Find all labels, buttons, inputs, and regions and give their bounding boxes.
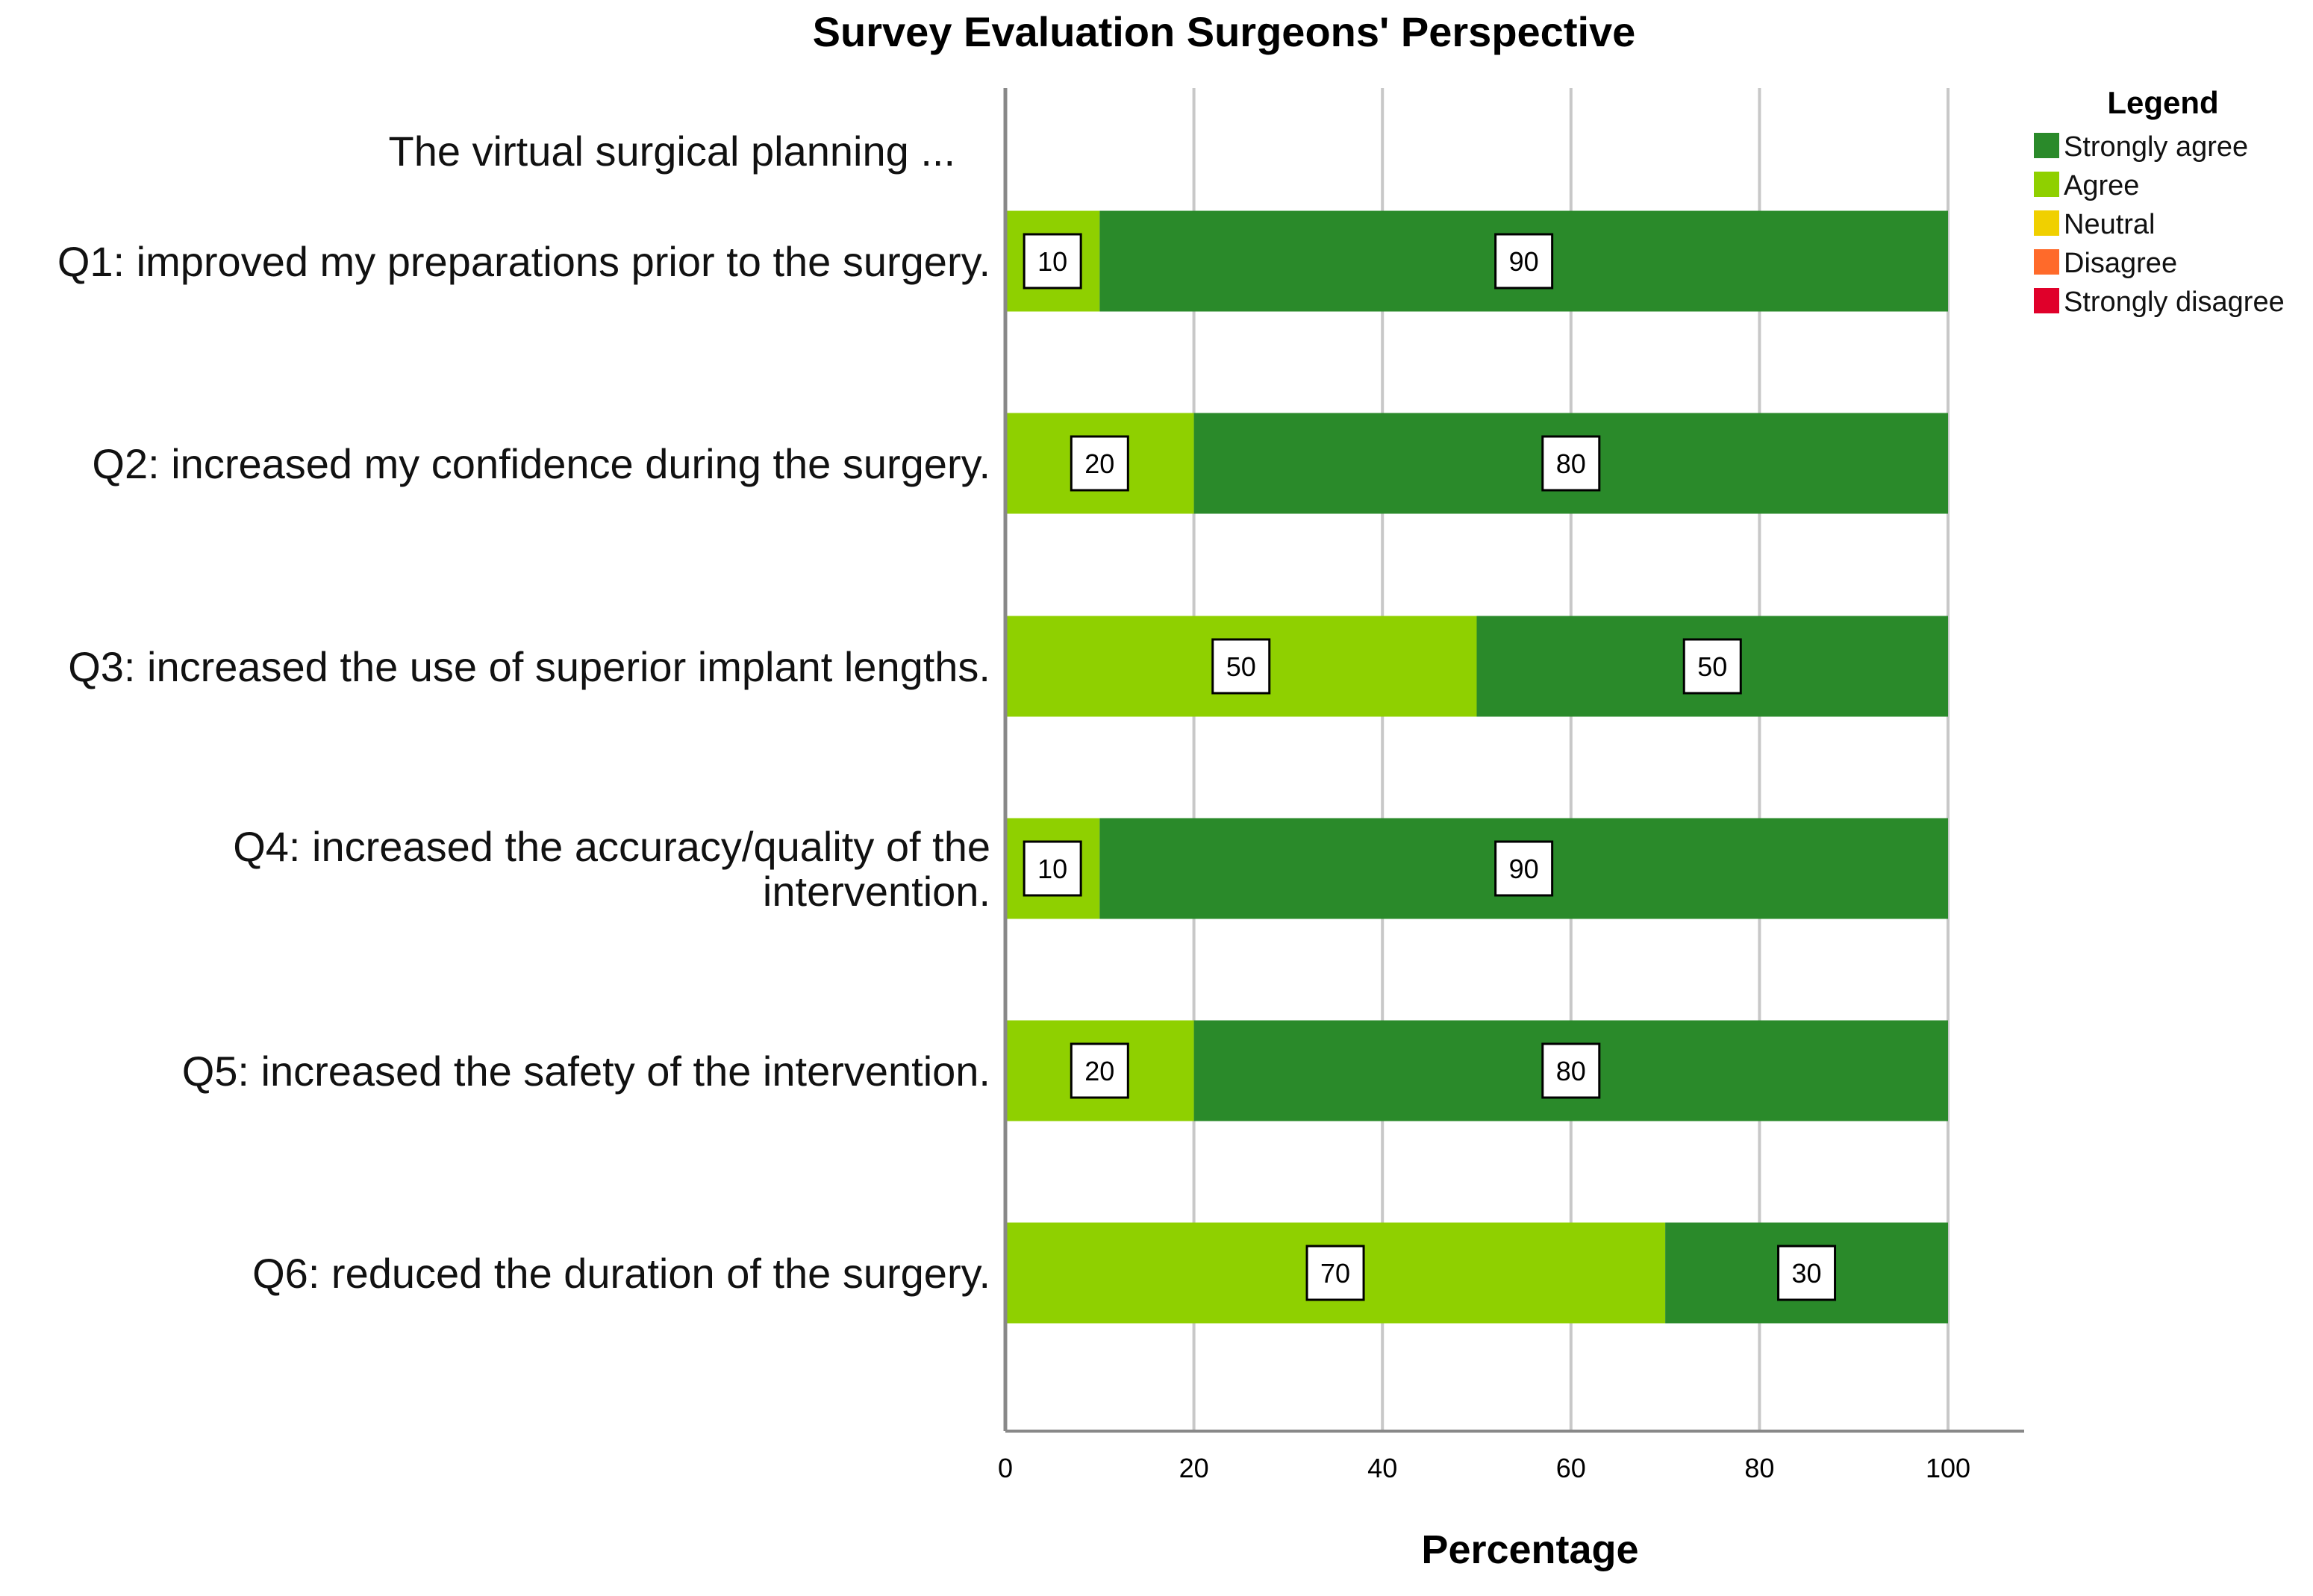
legend-label: Agree bbox=[2064, 170, 2139, 201]
data-label: 80 bbox=[1556, 448, 1586, 479]
category-label: Q1: improved my preparations prior to th… bbox=[57, 238, 990, 285]
x-tick-label: 40 bbox=[1367, 1453, 1397, 1483]
legend-swatch bbox=[2034, 210, 2059, 236]
data-label-box bbox=[1305, 1245, 1365, 1301]
legend-title: Legend bbox=[2107, 85, 2218, 120]
data-label: 50 bbox=[1697, 651, 1727, 682]
axes bbox=[1003, 88, 2024, 1433]
legend-label: Disagree bbox=[2064, 248, 2177, 279]
data-label: 70 bbox=[1320, 1258, 1350, 1289]
x-axis-title: Percentage bbox=[1421, 1527, 1638, 1572]
category-label: intervention. bbox=[763, 868, 990, 915]
data-label-box bbox=[1211, 638, 1271, 695]
bars: 10 90 20 80 50 50 10 90 20 80 70 30 bbox=[1005, 210, 1948, 1324]
x-tick-label: 0 bbox=[998, 1453, 1013, 1483]
category-label: Q5: increased the safety of the interven… bbox=[182, 1048, 990, 1095]
data-label-box bbox=[1494, 233, 1554, 290]
data-label-box bbox=[1023, 840, 1082, 897]
category-label: Q6: reduced the duration of the surgery. bbox=[252, 1250, 990, 1297]
legend-label: Neutral bbox=[2064, 209, 2156, 240]
data-label: 80 bbox=[1556, 1056, 1586, 1086]
legend-swatch bbox=[2034, 133, 2059, 158]
legend-swatch bbox=[2034, 249, 2059, 275]
data-label-box bbox=[1070, 1042, 1129, 1099]
data-label-box bbox=[1777, 1245, 1837, 1301]
category-label: Q2: increased my confidence during the s… bbox=[92, 440, 990, 487]
legend-label: Strongly agree bbox=[2064, 131, 2248, 163]
category-labels: Q1: improved my preparations prior to th… bbox=[57, 238, 990, 1297]
data-label: 50 bbox=[1226, 651, 1256, 682]
data-label-box bbox=[1682, 638, 1742, 695]
x-tick-label: 80 bbox=[1744, 1453, 1774, 1483]
legend-label: Strongly disagree bbox=[2064, 287, 2285, 318]
data-label-box bbox=[1541, 1042, 1601, 1099]
category-label: Q4: increased the accuracy/quality of th… bbox=[233, 823, 990, 870]
legend: Legend Strongly agree Agree Neutral Disagre… bbox=[2034, 85, 2285, 318]
x-tick-label: 100 bbox=[1926, 1453, 1970, 1483]
legend-swatch bbox=[2034, 172, 2059, 197]
data-label: 10 bbox=[1037, 246, 1067, 277]
x-tick-labels: 0 20 40 60 80 100 bbox=[998, 1453, 1970, 1483]
data-label: 30 bbox=[1792, 1258, 1822, 1289]
category-label: Q3: increased the use of superior implan… bbox=[68, 643, 990, 690]
data-label: 10 bbox=[1037, 854, 1067, 884]
data-label: 90 bbox=[1509, 246, 1539, 277]
data-label-box bbox=[1070, 435, 1129, 492]
chart-title: Survey Evaluation Surgeons' Perspective bbox=[813, 8, 1636, 55]
data-label-box bbox=[1494, 840, 1554, 897]
data-label: 20 bbox=[1084, 1056, 1114, 1086]
x-tick-label: 60 bbox=[1556, 1453, 1586, 1483]
data-label-box bbox=[1023, 233, 1082, 290]
x-tick-label: 20 bbox=[1179, 1453, 1209, 1483]
data-label-box bbox=[1541, 435, 1601, 492]
chart-subtitle: The virtual surgical planning ... bbox=[389, 128, 956, 175]
data-label: 20 bbox=[1084, 448, 1114, 479]
gridlines bbox=[1192, 88, 1950, 1431]
data-label: 90 bbox=[1509, 854, 1539, 884]
legend-swatch bbox=[2034, 288, 2059, 313]
